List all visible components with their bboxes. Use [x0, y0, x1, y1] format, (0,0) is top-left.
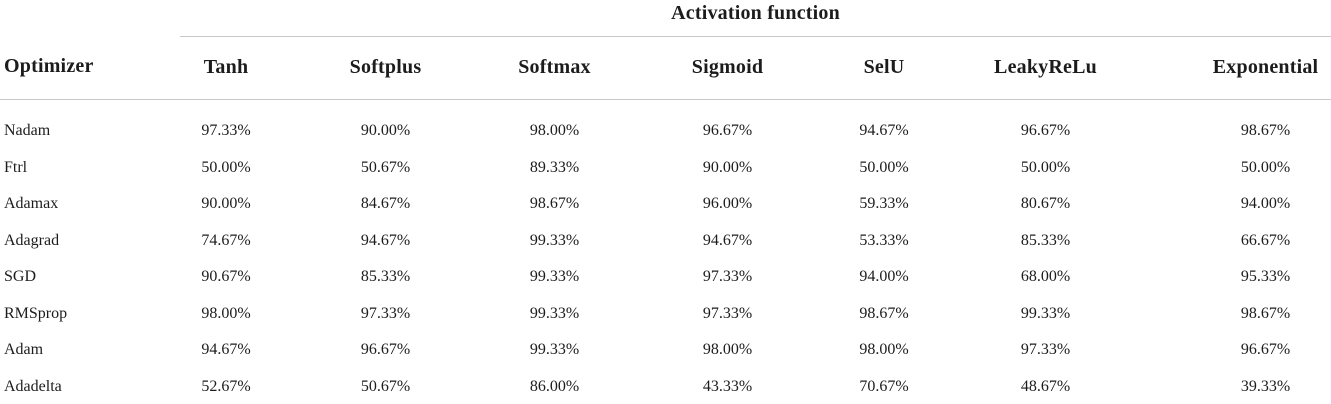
cell-optimizer: SGD — [4, 268, 37, 286]
cell-value: 98.00% — [529, 122, 580, 140]
table-row-ftrl: Ftrl 50.00% 50.67% 89.33% 90.00% 50.00% … — [0, 150, 1331, 187]
table-row-rmsprop: RMSprop 98.00% 97.33% 99.33% 97.33% 98.6… — [0, 296, 1331, 333]
cell-value: 94.67% — [360, 231, 411, 249]
column-header-optimizer: Optimizer — [0, 36, 180, 100]
cell-value: 94.00% — [1240, 195, 1291, 213]
cell-value: 99.33% — [529, 268, 580, 286]
cell-value: 97.33% — [360, 304, 411, 322]
cell-value: 99.33% — [529, 341, 580, 359]
cell-optimizer: Adadelta — [4, 377, 62, 395]
cell-value: 50.00% — [859, 158, 909, 176]
cell-value: 98.00% — [201, 304, 251, 322]
cell-value: 70.67% — [859, 377, 909, 395]
cell-value: 94.67% — [201, 341, 251, 359]
cell-value: 50.00% — [201, 158, 251, 176]
header-spacer-row — [0, 100, 1331, 114]
column-header-tanh: Tanh — [180, 36, 303, 100]
header-spacer-cell — [0, 100, 1331, 114]
cell-optimizer: Adagrad — [4, 231, 60, 249]
cell-value: 48.67% — [1020, 377, 1071, 395]
table-row-adadelta: Adadelta 52.67% 50.67% 86.00% 43.33% 70.… — [0, 369, 1331, 404]
cell-value: 94.67% — [859, 122, 909, 140]
cell-value: 66.67% — [1240, 231, 1291, 249]
table-row-adam: Adam 94.67% 96.67% 99.33% 98.00% 98.00% … — [0, 332, 1331, 369]
cell-value: 90.00% — [360, 122, 411, 140]
column-header-selu: SelU — [805, 36, 963, 100]
activation-function-span-header: Activation function — [180, 0, 1331, 37]
cell-value: 95.33% — [1240, 268, 1291, 286]
cell-value: 39.33% — [1240, 377, 1291, 395]
column-header-leakyrelu: LeakyReLu — [963, 36, 1156, 100]
cell-value: 90.00% — [702, 158, 753, 176]
cell-optimizer: Nadam — [4, 122, 51, 140]
cell-value: 98.67% — [529, 195, 580, 213]
cell-value: 68.00% — [1020, 268, 1071, 286]
cell-value: 90.00% — [201, 195, 251, 213]
table-row-nadam: Nadam 97.33% 90.00% 98.00% 96.67% 94.67%… — [0, 113, 1331, 150]
cell-value: 52.67% — [201, 377, 251, 395]
cell-value: 96.67% — [1240, 341, 1291, 359]
cell-value: 59.33% — [859, 195, 909, 213]
cell-value: 50.00% — [1240, 158, 1291, 176]
cell-optimizer: Adamax — [4, 195, 59, 213]
cell-value: 50.67% — [360, 158, 411, 176]
cell-value: 98.00% — [859, 341, 909, 359]
cell-value: 98.00% — [702, 341, 753, 359]
column-header-softmax: Softmax — [468, 36, 641, 100]
cell-value: 98.67% — [1240, 304, 1291, 322]
cell-value: 96.00% — [702, 195, 753, 213]
column-header-sigmoid: Sigmoid — [641, 36, 805, 100]
cell-optimizer: Ftrl — [4, 158, 28, 176]
cell-value: 97.33% — [1020, 341, 1071, 359]
cell-value: 96.67% — [1020, 122, 1071, 140]
cell-value: 53.33% — [859, 231, 909, 249]
cell-value: 90.67% — [201, 268, 251, 286]
cell-value: 97.33% — [201, 122, 251, 140]
cell-value: 85.33% — [1020, 231, 1071, 249]
cell-optimizer: Adam — [4, 341, 44, 359]
cell-value: 96.67% — [360, 341, 411, 359]
cell-value: 80.67% — [1020, 195, 1071, 213]
cell-value: 99.33% — [529, 231, 580, 249]
cell-value: 98.67% — [1240, 122, 1291, 140]
table-row-adagrad: Adagrad 74.67% 94.67% 99.33% 94.67% 53.3… — [0, 223, 1331, 260]
cell-value: 94.00% — [859, 268, 909, 286]
table-row-adamax: Adamax 90.00% 84.67% 98.67% 96.00% 59.33… — [0, 186, 1331, 223]
cell-value: 89.33% — [529, 158, 580, 176]
cell-value: 50.00% — [1020, 158, 1071, 176]
cell-value: 43.33% — [702, 377, 753, 395]
corner-empty-cell — [0, 0, 180, 37]
cell-value: 99.33% — [529, 304, 580, 322]
cell-value: 97.33% — [702, 268, 753, 286]
cell-value: 74.67% — [201, 231, 251, 249]
cell-value: 98.67% — [859, 304, 909, 322]
cell-value: 94.67% — [702, 231, 753, 249]
table-row-sgd: SGD 90.67% 85.33% 99.33% 97.33% 94.00% 6… — [0, 259, 1331, 296]
span-header-row: Activation function — [0, 0, 1331, 37]
cell-value: 86.00% — [529, 377, 580, 395]
cell-value: 97.33% — [702, 304, 753, 322]
column-header-exponential: Exponential — [1156, 36, 1331, 100]
cell-value: 50.67% — [360, 377, 411, 395]
column-header-softplus: Softplus — [303, 36, 468, 100]
cell-value: 84.67% — [360, 195, 411, 213]
cell-value: 85.33% — [360, 268, 411, 286]
cell-value: 99.33% — [1020, 304, 1071, 322]
cell-value: 96.67% — [702, 122, 753, 140]
column-header-row: Optimizer Tanh Softplus Softmax Sigmoid … — [0, 36, 1331, 100]
cell-optimizer: RMSprop — [4, 304, 68, 322]
